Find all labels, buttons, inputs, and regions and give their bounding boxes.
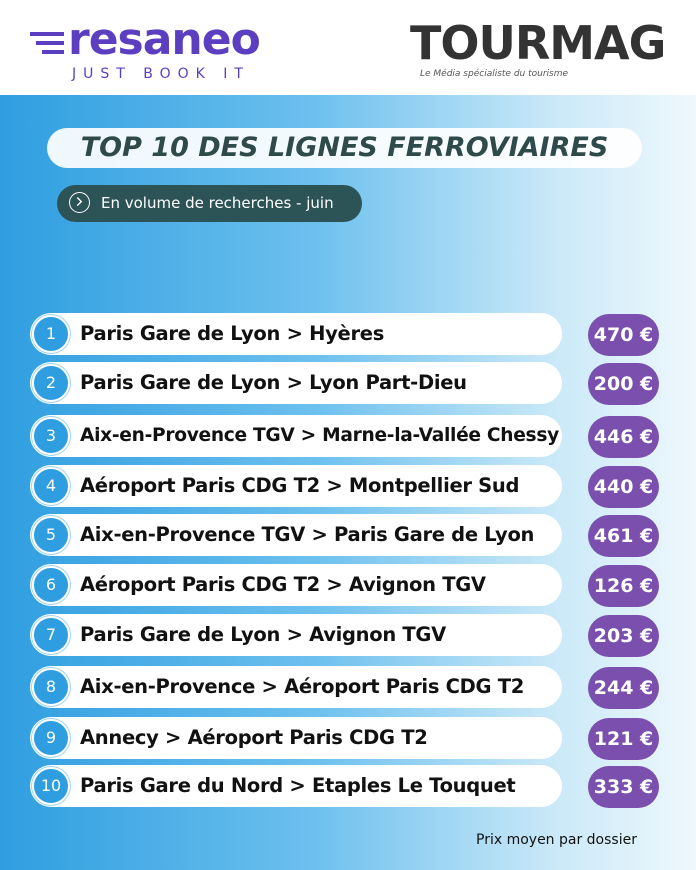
rank-badge: 6 xyxy=(32,566,70,604)
route-row: 4 Aéroport Paris CDG T2 > Montpellier Sud xyxy=(30,465,562,507)
subtitle-pill: En volume de recherches - juin xyxy=(57,185,362,222)
route-name: Aix-en-Provence TGV > Marne-la-Vallée Ch… xyxy=(80,425,559,446)
right-logo: TOURMAG xyxy=(410,16,666,70)
title: TOP 10 DES LIGNES FERROVIAIRES xyxy=(47,128,642,168)
price-pill: 126 € xyxy=(588,565,659,607)
subtitle: En volume de recherches - juin xyxy=(101,194,334,212)
route-row: 8 Aix-en-Provence > Aéroport Paris CDG T2 xyxy=(30,666,562,708)
price-pill: 244 € xyxy=(588,667,659,709)
route-name: Aix-en-Provence > Aéroport Paris CDG T2 xyxy=(80,675,524,698)
price-pill: 333 € xyxy=(588,766,659,808)
route-row: 2 Paris Gare de Lyon > Lyon Part-Dieu xyxy=(30,362,562,404)
header-band: resaneo JUST BOOK IT TOURMAG Le Média sp… xyxy=(0,0,696,95)
rank-badge: 8 xyxy=(32,668,70,706)
route-name: Paris Gare du Nord > Etaples Le Touquet xyxy=(80,774,516,797)
route-name: Paris Gare de Lyon > Lyon Part-Dieu xyxy=(80,371,467,394)
price-pill: 121 € xyxy=(588,718,659,760)
route-row: 10 Paris Gare du Nord > Etaples Le Touque… xyxy=(30,765,562,807)
rank-badge: 7 xyxy=(32,616,70,654)
footnote: Prix moyen par dossier xyxy=(476,832,637,848)
price-pill: 203 € xyxy=(588,615,659,657)
route-row: 1 Paris Gare de Lyon > Hyères xyxy=(30,313,562,355)
left-tagline: JUST BOOK IT xyxy=(72,66,250,82)
rank-badge: 9 xyxy=(32,719,70,757)
route-row: 6 Aéroport Paris CDG T2 > Avignon TGV xyxy=(30,564,562,606)
left-logo: resaneo xyxy=(68,14,261,65)
price-pill: 446 € xyxy=(588,416,659,458)
rank-badge: 4 xyxy=(32,467,70,505)
route-row: 9 Annecy > Aéroport Paris CDG T2 xyxy=(30,717,562,759)
price-pill: 440 € xyxy=(588,466,659,508)
right-tagline: Le Média spécialiste du tourisme xyxy=(420,69,569,79)
route-name: Aéroport Paris CDG T2 > Avignon TGV xyxy=(80,573,486,596)
arrow-icon xyxy=(69,192,90,213)
route-name: Paris Gare de Lyon > Avignon TGV xyxy=(80,623,446,646)
price-pill: 200 € xyxy=(588,363,659,405)
route-row: 7 Paris Gare de Lyon > Avignon TGV xyxy=(30,614,562,656)
route-name: Aéroport Paris CDG T2 > Montpellier Sud xyxy=(80,474,520,497)
route-row: 5 Aix-en-Provence TGV > Paris Gare de Lyo… xyxy=(30,514,562,556)
rank-badge: 3 xyxy=(32,417,70,455)
logo-mark xyxy=(30,32,64,54)
route-name: Annecy > Aéroport Paris CDG T2 xyxy=(80,726,428,749)
route-name: Paris Gare de Lyon > Hyères xyxy=(80,322,385,345)
rank-badge: 5 xyxy=(32,516,70,554)
price-pill: 461 € xyxy=(588,515,659,557)
rank-badge: 2 xyxy=(32,364,70,402)
route-name: Aix-en-Provence TGV > Paris Gare de Lyon xyxy=(80,523,535,546)
route-row: 3 Aix-en-Provence TGV > Marne-la-Vallée C… xyxy=(30,415,562,457)
rank-badge: 1 xyxy=(32,315,70,353)
rank-badge: 10 xyxy=(32,767,70,805)
price-pill: 470 € xyxy=(588,314,659,356)
